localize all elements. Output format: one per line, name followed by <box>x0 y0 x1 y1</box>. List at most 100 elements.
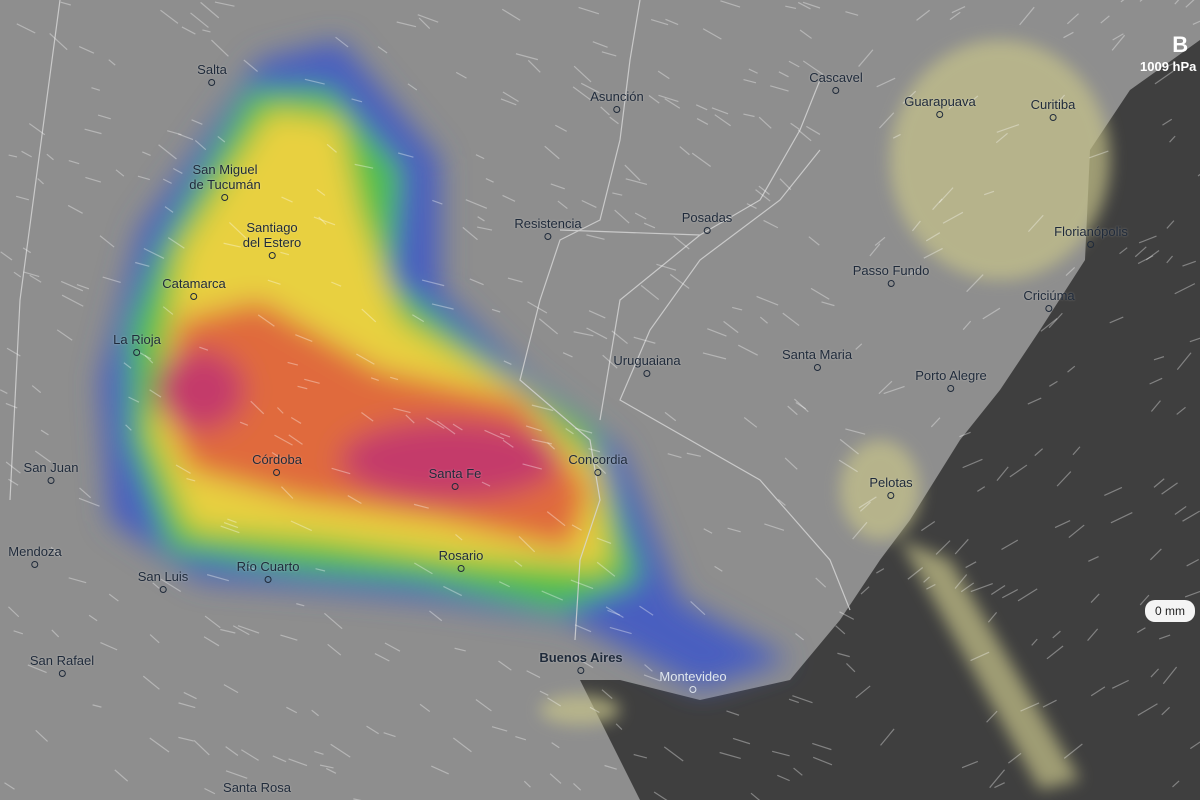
city-florianopolis[interactable]: Florianópolis <box>1054 224 1128 248</box>
wind-streak <box>790 122 800 130</box>
wind-streak <box>605 606 624 618</box>
wind-streak <box>1008 752 1022 764</box>
city-san-luis[interactable]: San Luis <box>138 569 188 593</box>
city-pelotas[interactable]: Pelotas <box>869 475 913 499</box>
wind-streak <box>225 746 239 756</box>
precipitation <box>100 40 790 690</box>
wind-streak <box>756 295 779 306</box>
wind-streak <box>29 274 42 283</box>
wind-streak <box>839 611 855 620</box>
wind-streak <box>1048 312 1063 329</box>
wind-streak <box>679 146 690 156</box>
wind-streak <box>1027 397 1042 405</box>
city-mendoza[interactable]: Mendoza <box>8 544 62 568</box>
wind-streak <box>588 310 606 319</box>
wind-streak <box>361 308 377 323</box>
wind-streak <box>707 328 727 337</box>
wind-streak <box>1119 247 1128 255</box>
city-san-rafael[interactable]: San Rafael <box>30 653 94 677</box>
city-cordoba[interactable]: Córdoba <box>252 452 302 476</box>
city-curitiba[interactable]: Curitiba <box>1031 97 1075 121</box>
wind-streak <box>211 39 229 57</box>
city-dot <box>613 106 621 113</box>
wind-streak <box>50 546 61 557</box>
wind-streak <box>815 577 827 588</box>
wind-streak <box>162 306 174 315</box>
wind-streak <box>771 750 790 757</box>
wind-streak <box>1150 400 1161 412</box>
city-montevideo[interactable]: Montevideo <box>659 669 727 693</box>
wind-streak <box>987 611 998 623</box>
city-rosario[interactable]: Rosario <box>439 548 483 572</box>
wind-streak <box>125 424 132 431</box>
wind-streak <box>477 226 493 231</box>
wind-streak <box>802 60 824 75</box>
wind-streak <box>966 274 984 293</box>
city-rio-cuarto[interactable]: Río Cuarto <box>237 559 299 583</box>
wind-streak <box>1186 558 1199 567</box>
wind-streak <box>572 86 591 101</box>
wind-streak <box>149 737 170 753</box>
wind-streak <box>515 735 527 741</box>
wind-streak <box>596 561 616 577</box>
wind-streak <box>421 279 445 287</box>
wind-streak <box>1174 283 1196 295</box>
city-tucuman[interactable]: San Miguel de Tucumán <box>189 162 261 201</box>
city-la-rioja[interactable]: La Rioja <box>113 332 161 356</box>
city-santa-rosa[interactable]: Santa Rosa <box>223 780 291 795</box>
wind-streak <box>5 461 21 474</box>
wind-streak <box>160 578 182 592</box>
city-criciuma[interactable]: Criciúma <box>1023 288 1075 312</box>
wind-streak <box>1087 628 1099 641</box>
wind-streak <box>514 560 523 567</box>
wind-streak <box>609 626 632 635</box>
wind-streak <box>1089 150 1109 159</box>
city-porto-alegre[interactable]: Porto Alegre <box>915 368 987 392</box>
wind-streak <box>750 792 761 800</box>
city-salta[interactable]: Salta <box>197 62 227 86</box>
wind-streak <box>417 14 439 23</box>
wind-streak <box>1162 118 1173 126</box>
wind-streak <box>507 277 523 283</box>
wind-streak <box>923 247 943 259</box>
city-passo-fundo[interactable]: Passo Fundo <box>853 263 929 287</box>
wind-streak <box>237 625 260 634</box>
city-santiago-del-estero[interactable]: Santiago del Estero <box>243 220 301 259</box>
wind-streak <box>498 581 510 588</box>
wind-streak <box>325 767 337 774</box>
city-posadas[interactable]: Posadas <box>682 210 732 234</box>
wind-streak <box>962 458 983 469</box>
city-resistencia[interactable]: Resistencia <box>514 216 582 240</box>
wind-streak <box>1046 645 1064 660</box>
wind-streak <box>578 6 600 15</box>
wind-streak <box>241 749 259 761</box>
city-asuncion[interactable]: Asunción <box>590 89 644 113</box>
wind-streak <box>906 268 920 277</box>
wind-streak <box>267 279 281 285</box>
wind-streak <box>214 1 235 7</box>
wind-streak <box>714 565 723 572</box>
pressure-system-label: B <box>1172 32 1189 57</box>
wind-streak <box>787 405 798 416</box>
city-santa-fe[interactable]: Santa Fe <box>429 466 481 490</box>
city-buenos-aires[interactable]: Buenos Aires <box>539 650 623 674</box>
city-santa-maria[interactable]: Santa Maria <box>782 347 852 371</box>
ocean <box>580 40 1200 800</box>
city-concordia[interactable]: Concordia <box>568 452 628 476</box>
wind-streak <box>669 273 690 289</box>
wind-streak <box>13 630 24 635</box>
city-catamarca[interactable]: Catamarca <box>162 276 226 300</box>
wind-streak <box>527 59 541 73</box>
wind-streak <box>748 68 758 74</box>
city-uruguaiana[interactable]: Uruguaiana <box>613 353 681 377</box>
wind-streak <box>108 59 116 66</box>
city-san-juan[interactable]: San Juan <box>24 460 78 484</box>
city-dot <box>544 233 552 240</box>
city-cascavel[interactable]: Cascavel <box>809 70 863 94</box>
wind-streak <box>1149 548 1162 561</box>
wind-streak <box>547 442 556 450</box>
wind-streak <box>316 188 326 196</box>
city-dot <box>47 477 55 484</box>
city-guarapuava[interactable]: Guarapuava <box>904 94 976 118</box>
